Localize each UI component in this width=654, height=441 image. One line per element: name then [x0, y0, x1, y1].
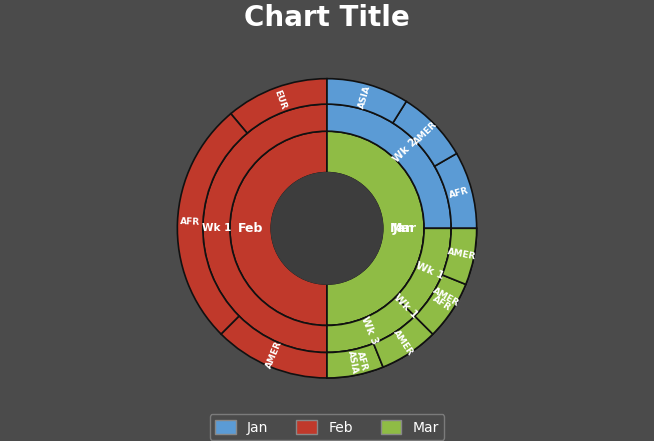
Text: AMER: AMER — [446, 247, 477, 262]
Text: AFR: AFR — [430, 295, 452, 313]
Wedge shape — [327, 104, 451, 228]
Text: Wk 1: Wk 1 — [414, 261, 445, 281]
Title: Chart Title: Chart Title — [244, 4, 410, 32]
Text: AMER: AMER — [431, 286, 460, 308]
Wedge shape — [393, 101, 456, 166]
Wedge shape — [373, 316, 433, 367]
Wedge shape — [230, 131, 327, 325]
Text: AMER: AMER — [412, 120, 439, 146]
Text: AFR: AFR — [180, 217, 200, 227]
Text: Mar: Mar — [390, 222, 417, 235]
Wedge shape — [327, 336, 402, 378]
Wedge shape — [434, 153, 477, 228]
Wedge shape — [327, 344, 383, 378]
Wedge shape — [327, 228, 451, 352]
Text: Wk 1: Wk 1 — [201, 223, 231, 233]
Wedge shape — [177, 114, 247, 334]
Wedge shape — [221, 316, 327, 378]
Text: Wk 3: Wk 3 — [359, 315, 379, 346]
Circle shape — [271, 172, 383, 284]
Text: Wk 1: Wk 1 — [391, 293, 419, 321]
Text: Jan: Jan — [392, 222, 415, 235]
Wedge shape — [442, 228, 477, 284]
Wedge shape — [415, 275, 466, 334]
Wedge shape — [231, 78, 327, 133]
Wedge shape — [327, 131, 424, 325]
Wedge shape — [327, 78, 406, 123]
Text: AFR: AFR — [449, 186, 470, 200]
Text: AMER: AMER — [265, 340, 284, 370]
Text: EUR: EUR — [273, 89, 288, 111]
Legend: Jan, Feb, Mar: Jan, Feb, Mar — [209, 414, 445, 440]
Text: ASIA: ASIA — [357, 84, 372, 109]
Wedge shape — [327, 131, 424, 325]
Wedge shape — [327, 297, 415, 352]
Text: AMER: AMER — [391, 328, 415, 357]
Text: ASIA: ASIA — [347, 350, 360, 375]
Text: Feb: Feb — [238, 222, 264, 235]
Wedge shape — [396, 228, 451, 316]
Text: AFR: AFR — [356, 350, 370, 371]
Wedge shape — [389, 228, 477, 358]
Text: Wk 2: Wk 2 — [391, 136, 419, 164]
Wedge shape — [203, 104, 327, 352]
